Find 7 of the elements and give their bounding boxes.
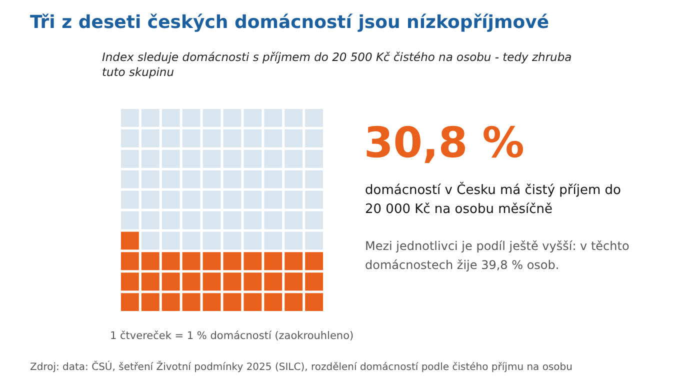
text: Mezi jednotlivci je podíl ještě vyšší: v těchto domácnostech žije 39,8 % osob. bbox=[365, 238, 630, 274]
text: Index sleduje domácnosti s příjmem do 20 500 Kč čistého na osobu - tedy zhruba tuto skupinu bbox=[102, 50, 572, 80]
text: Zdroj: data: ČSÚ, šetření Životní podmínky 2025 (SILC), rozdělení domácností podle čistého příjmu na osobu bbox=[30, 362, 574, 373]
text: Tři z deseti českých domácností jsou nízkopříjmové bbox=[30, 12, 550, 33]
text: domácností v Česku má čistý příjem do 20 000 Kč na osobu měsíčně bbox=[365, 181, 622, 219]
data-label: 30,8 % bbox=[364, 118, 526, 167]
text: 1 čtvereček = 1 % domácností (zaokrouhleno) bbox=[110, 330, 355, 342]
